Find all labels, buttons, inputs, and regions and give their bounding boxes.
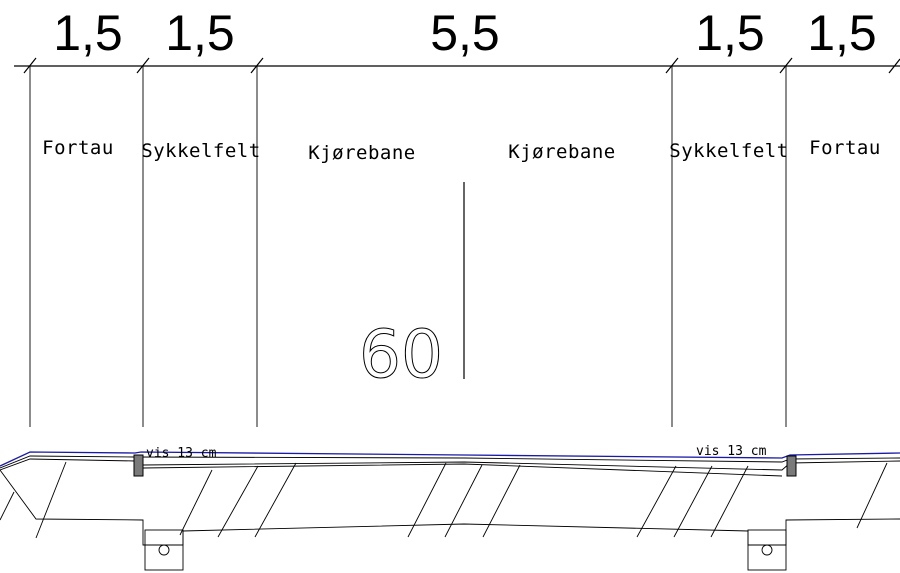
hatch-line [179, 469, 213, 536]
dimension-tick [136, 57, 150, 74]
dimension-label-3: 5,5 [430, 5, 500, 61]
lane-label-right-sidewalk: Fortau [809, 137, 881, 159]
hatch-line [217, 465, 259, 538]
speed-limit-marking: 60 [359, 316, 443, 393]
base-layer-line [0, 469, 900, 546]
drain-pipe-icon [158, 544, 170, 556]
dimension-label-1: 1,5 [53, 5, 123, 61]
hatch-line [482, 464, 521, 538]
right-curb [786, 455, 797, 477]
dimension-tick [665, 57, 679, 74]
hatch-line [673, 465, 713, 538]
dimension-tick [779, 57, 793, 74]
hatch-line [636, 465, 677, 538]
lane-label-left-sidewalk: Fortau [42, 137, 114, 159]
lane-label-right-carriageway: Kjørebane [508, 141, 615, 163]
left-curb-note: vis 13 cm [146, 446, 217, 461]
dimension-tick [888, 58, 900, 74]
drain-pipe-icon [761, 544, 773, 556]
surface-layer-line [142, 463, 783, 477]
lane-dividers [29, 66, 787, 427]
hatch-line [254, 462, 297, 538]
right-drain-box [747, 529, 787, 571]
right-curb-note: vis 13 cm [696, 444, 767, 459]
left-drain-box [144, 529, 184, 571]
ground-hatching [0, 461, 888, 539]
drain-box-outline [747, 529, 787, 571]
lane-label-left-bike-lane: Sykkelfelt [141, 140, 260, 162]
hatch-line [35, 461, 67, 539]
dimension-label-2: 1,5 [165, 5, 235, 61]
dimension-label-4: 1,5 [695, 5, 765, 61]
dimension-label-5: 1,5 [807, 5, 877, 61]
lane-label-left-carriageway: Kjørebane [308, 142, 415, 164]
hatch-line [444, 464, 483, 538]
dimension-tick [250, 57, 264, 74]
lane-label-right-bike-lane: Sykkelfelt [669, 140, 788, 162]
left-curb [133, 454, 144, 477]
hatch-line [710, 465, 749, 538]
hatch-line [407, 462, 447, 538]
dimension-tick [23, 57, 37, 74]
drain-box-outline [144, 529, 184, 571]
hatch-line [856, 462, 888, 529]
dimension-ticks [23, 57, 900, 74]
hatch-line [0, 491, 15, 521]
